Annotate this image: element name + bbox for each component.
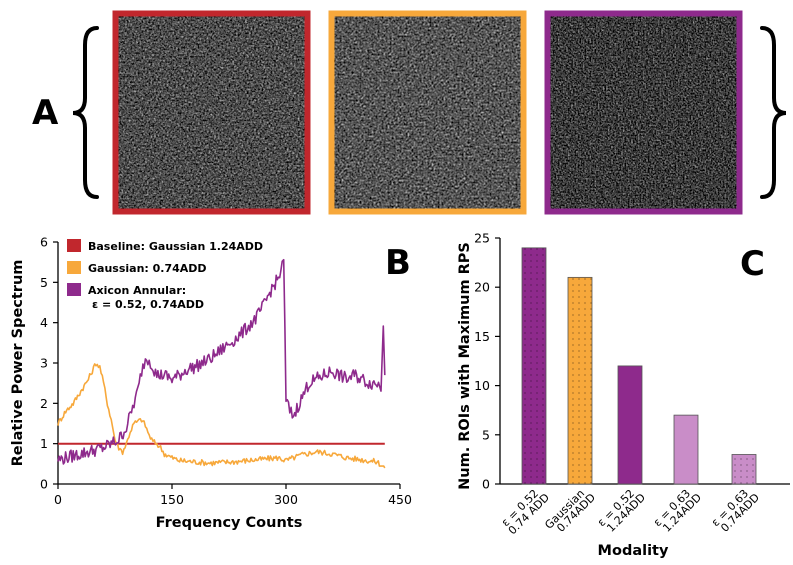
panel-label-a: A [32, 93, 59, 133]
panel-label-c: C [740, 244, 765, 284]
image-gaussian [328, 10, 527, 215]
y-tick-label: 0 [482, 477, 490, 492]
y-tick-label: 2 [40, 396, 48, 411]
legend-swatch-2 [67, 261, 81, 274]
line-chart: 0 1 2 3 4 5 6 0 150 300 450 Frequency Counts Relativ… [10, 235, 412, 532]
bar-2-texture [568, 277, 592, 484]
image-baseline-border [112, 10, 311, 215]
legend-swatch-3 [67, 283, 81, 296]
x-tick-label: 150 [160, 492, 184, 507]
legend-label-1: Baseline: Gaussian 1.24ADD [88, 240, 263, 253]
legend-label-3-line2: ε = 0.52, 0.74ADD [92, 298, 204, 311]
x-axis-title: Frequency Counts [156, 515, 303, 531]
series-line-3 [57, 258, 386, 465]
y-axis-title: Num. ROIs with Maximum RPS [457, 242, 473, 490]
image-axicon [544, 10, 743, 215]
y-tick-label: 20 [474, 280, 490, 295]
y-tick-label: 6 [40, 235, 48, 250]
image-gaussian-border [328, 10, 527, 215]
image-baseline [112, 10, 311, 215]
x-tick-label: 300 [274, 492, 298, 507]
legend-swatch-1 [67, 239, 81, 252]
y-tick-label: 15 [474, 329, 490, 344]
right-brace [760, 26, 787, 199]
panel-label-b: B [385, 243, 411, 283]
left-brace [72, 26, 99, 199]
x-tick-label: 0 [54, 492, 62, 507]
y-tick-label: 5 [40, 275, 48, 290]
bar-3 [617, 365, 643, 485]
bar-1-texture [522, 247, 546, 484]
legend-label-2: Gaussian: 0.74ADD [88, 262, 207, 275]
y-tick-label: 25 [474, 231, 490, 246]
y-tick-label: 1 [40, 436, 48, 451]
y-tick-label: 0 [40, 477, 48, 492]
image-axicon-border [544, 10, 743, 215]
y-tick-label: 4 [40, 315, 48, 330]
bar-5-texture [732, 454, 756, 484]
y-tick-label: 5 [482, 427, 490, 442]
x-axis-title: Modality [598, 543, 669, 559]
legend-label-3: Axicon Annular: [88, 284, 186, 297]
y-tick-label: 10 [474, 378, 490, 393]
y-axis-title: Relative Power Spectrum [10, 260, 26, 467]
series-line-2 [57, 363, 386, 469]
x-tick-label: 450 [388, 492, 412, 507]
bar-4 [673, 414, 699, 485]
y-tick-label: 3 [40, 356, 48, 371]
